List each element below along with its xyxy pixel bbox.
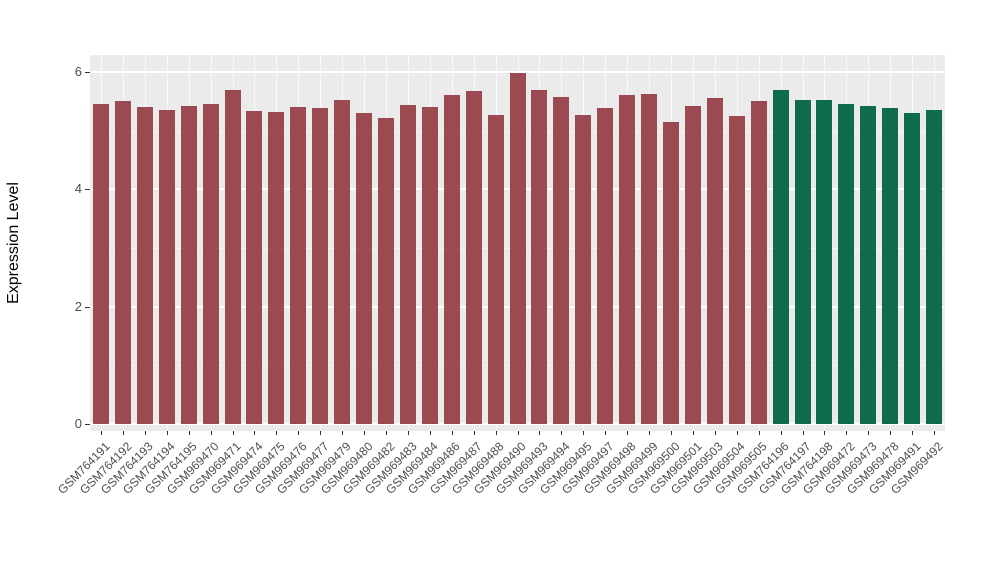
- x-tick-mark: [144, 431, 146, 435]
- bar: [92, 104, 109, 424]
- x-tick-mark: [122, 431, 124, 435]
- bar: [728, 116, 745, 424]
- x-tick-mark: [846, 431, 848, 435]
- bar: [224, 89, 241, 424]
- bar: [509, 73, 526, 424]
- bar: [114, 101, 131, 424]
- x-tick-mark: [451, 431, 453, 435]
- x-tick-mark: [385, 431, 387, 435]
- bar: [662, 122, 679, 424]
- bar: [158, 110, 175, 424]
- x-tick-mark: [692, 431, 694, 435]
- x-tick-mark: [890, 431, 892, 435]
- x-tick-mark: [824, 431, 826, 435]
- bar: [860, 106, 877, 424]
- y-tick-mark: [85, 189, 90, 191]
- x-tick-mark: [605, 431, 607, 435]
- y-tick-label: 2: [74, 298, 82, 314]
- x-tick-mark: [868, 431, 870, 435]
- x-tick-mark: [802, 431, 804, 435]
- plot-panel: [90, 55, 945, 431]
- x-tick-mark: [188, 431, 190, 435]
- bar: [290, 107, 307, 424]
- y-tick-label: 4: [74, 181, 82, 197]
- x-tick-mark: [276, 431, 278, 435]
- bar: [246, 111, 263, 424]
- y-tick-label: 6: [74, 64, 82, 79]
- bar: [377, 117, 394, 424]
- bar: [421, 107, 438, 424]
- bar: [838, 104, 855, 424]
- bar: [794, 100, 811, 424]
- bar: [750, 101, 767, 424]
- bar: [575, 114, 592, 424]
- x-tick-mark: [100, 431, 102, 435]
- x-tick-mark: [758, 431, 760, 435]
- bar: [136, 107, 153, 424]
- x-tick-mark: [166, 431, 168, 435]
- bar: [706, 98, 723, 424]
- bar: [684, 106, 701, 424]
- x-tick-mark: [232, 431, 234, 435]
- bar: [904, 113, 921, 424]
- bar: [882, 108, 899, 424]
- x-tick-mark: [583, 431, 585, 435]
- bar: [619, 95, 636, 424]
- x-tick-mark: [736, 431, 738, 435]
- x-tick-mark: [429, 431, 431, 435]
- x-tick-mark: [780, 431, 782, 435]
- bar: [641, 93, 658, 424]
- x-tick-mark: [670, 431, 672, 435]
- bar: [487, 115, 504, 424]
- x-tick-mark: [298, 431, 300, 435]
- bar: [597, 108, 614, 424]
- bar: [312, 108, 329, 424]
- x-tick-mark: [517, 431, 519, 435]
- y-tick-mark: [85, 424, 90, 425]
- x-tick-mark: [254, 431, 256, 435]
- x-tick-mark: [342, 431, 344, 435]
- y-tick-mark: [85, 306, 90, 308]
- x-tick-mark: [210, 431, 212, 435]
- bar: [816, 100, 833, 424]
- bar: [356, 113, 373, 424]
- x-tick-mark: [320, 431, 322, 435]
- bar: [772, 89, 789, 424]
- y-axis-title: Expression Level: [5, 182, 22, 304]
- bar: [202, 104, 219, 424]
- x-tick-mark: [912, 431, 914, 435]
- bar: [443, 95, 460, 424]
- x-tick-mark: [714, 431, 716, 435]
- x-tick-mark: [364, 431, 366, 435]
- x-tick-mark: [561, 431, 563, 435]
- bar: [334, 99, 351, 424]
- bar: [531, 89, 548, 424]
- bar: [399, 104, 416, 424]
- x-tick-mark: [934, 431, 936, 435]
- bar: [268, 111, 285, 424]
- x-tick-mark: [495, 431, 497, 435]
- bar: [180, 106, 197, 424]
- y-tick-label: 0: [74, 416, 82, 431]
- x-tick-mark: [627, 431, 629, 435]
- bar: [553, 96, 570, 424]
- x-tick-mark: [407, 431, 409, 435]
- bar: [465, 90, 482, 424]
- x-tick-mark: [539, 431, 541, 435]
- y-tick-mark: [85, 72, 90, 73]
- x-tick-mark: [649, 431, 651, 435]
- x-tick-mark: [473, 431, 475, 435]
- bar: [926, 110, 943, 424]
